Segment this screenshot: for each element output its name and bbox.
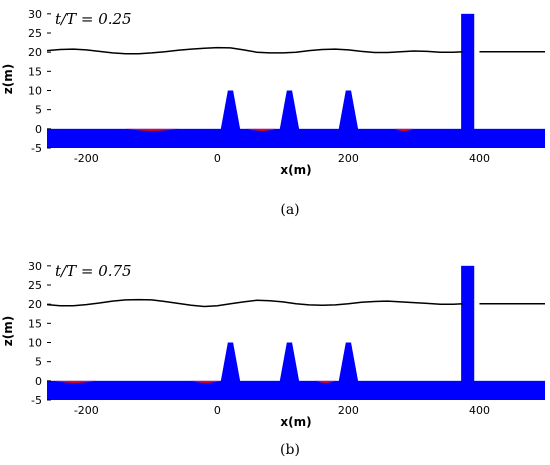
x-axis-label: x(m)	[280, 415, 311, 429]
y-tick-label: 30	[28, 8, 42, 21]
scour-region	[125, 128, 179, 131]
breakwater-2	[279, 90, 300, 130]
y-axis-label: z(m)	[1, 316, 15, 346]
scour-region	[394, 128, 414, 131]
scour-region	[53, 380, 97, 383]
x-tick-label: -200	[74, 404, 99, 417]
free-surface-line	[46, 46, 464, 55]
y-tick-label: 5	[35, 104, 42, 117]
y-tick-label: 15	[28, 65, 42, 78]
y-tick-label: 0	[35, 123, 42, 136]
x-tick-label: 200	[338, 152, 359, 165]
x-tick-label: -200	[74, 152, 99, 165]
seabed	[47, 128, 545, 148]
y-tick-label: 20	[28, 46, 42, 59]
breakwater-2	[279, 342, 300, 382]
panel-a: -5 0 5 10 15 20 25 30 -200 0 200 400 x(m) z(m) t/T = 0…	[1, 8, 545, 218]
vertical-wall	[461, 265, 475, 382]
panel-caption: (b)	[280, 442, 300, 458]
breakwater-1	[220, 90, 241, 130]
y-tick-label: -5	[31, 142, 42, 155]
y-tick-label: 15	[28, 317, 42, 330]
x-tick-label: 0	[214, 152, 221, 165]
breakwater-3	[338, 90, 359, 130]
y-tick-label: 10	[28, 337, 42, 350]
x-tick-label: 0	[214, 404, 221, 417]
scour-region	[191, 380, 221, 383]
scour-region	[246, 128, 277, 131]
x-axis-label: x(m)	[280, 163, 311, 177]
y-tick-label: 0	[35, 375, 42, 388]
breakwater-1	[220, 342, 241, 382]
y-tick-label: 25	[28, 27, 42, 40]
y-tick-label: 20	[28, 298, 42, 311]
free-surface-line	[46, 298, 464, 308]
seabed	[47, 380, 545, 400]
time-annotation: t/T = 0.25	[55, 10, 132, 28]
y-tick-label: 25	[28, 279, 42, 292]
x-tick-label: 400	[469, 152, 490, 165]
time-annotation: t/T = 0.75	[55, 262, 132, 280]
panel-b: -5 0 5 10 15 20 25 30 -200 0 200 400 x(m) z(m) t/T = 0…	[1, 260, 545, 458]
y-axis-label: z(m)	[1, 64, 15, 94]
breakwater-3	[338, 342, 359, 382]
x-tick-label: 200	[338, 404, 359, 417]
y-tick-label: 10	[28, 85, 42, 98]
scour-region	[315, 380, 336, 383]
y-tick-label: -5	[31, 394, 42, 407]
y-tick-label: 5	[35, 356, 42, 369]
x-tick-label: 400	[469, 404, 490, 417]
y-tick-label: 30	[28, 260, 42, 273]
panel-caption: (a)	[280, 202, 299, 218]
vertical-wall	[461, 13, 475, 130]
